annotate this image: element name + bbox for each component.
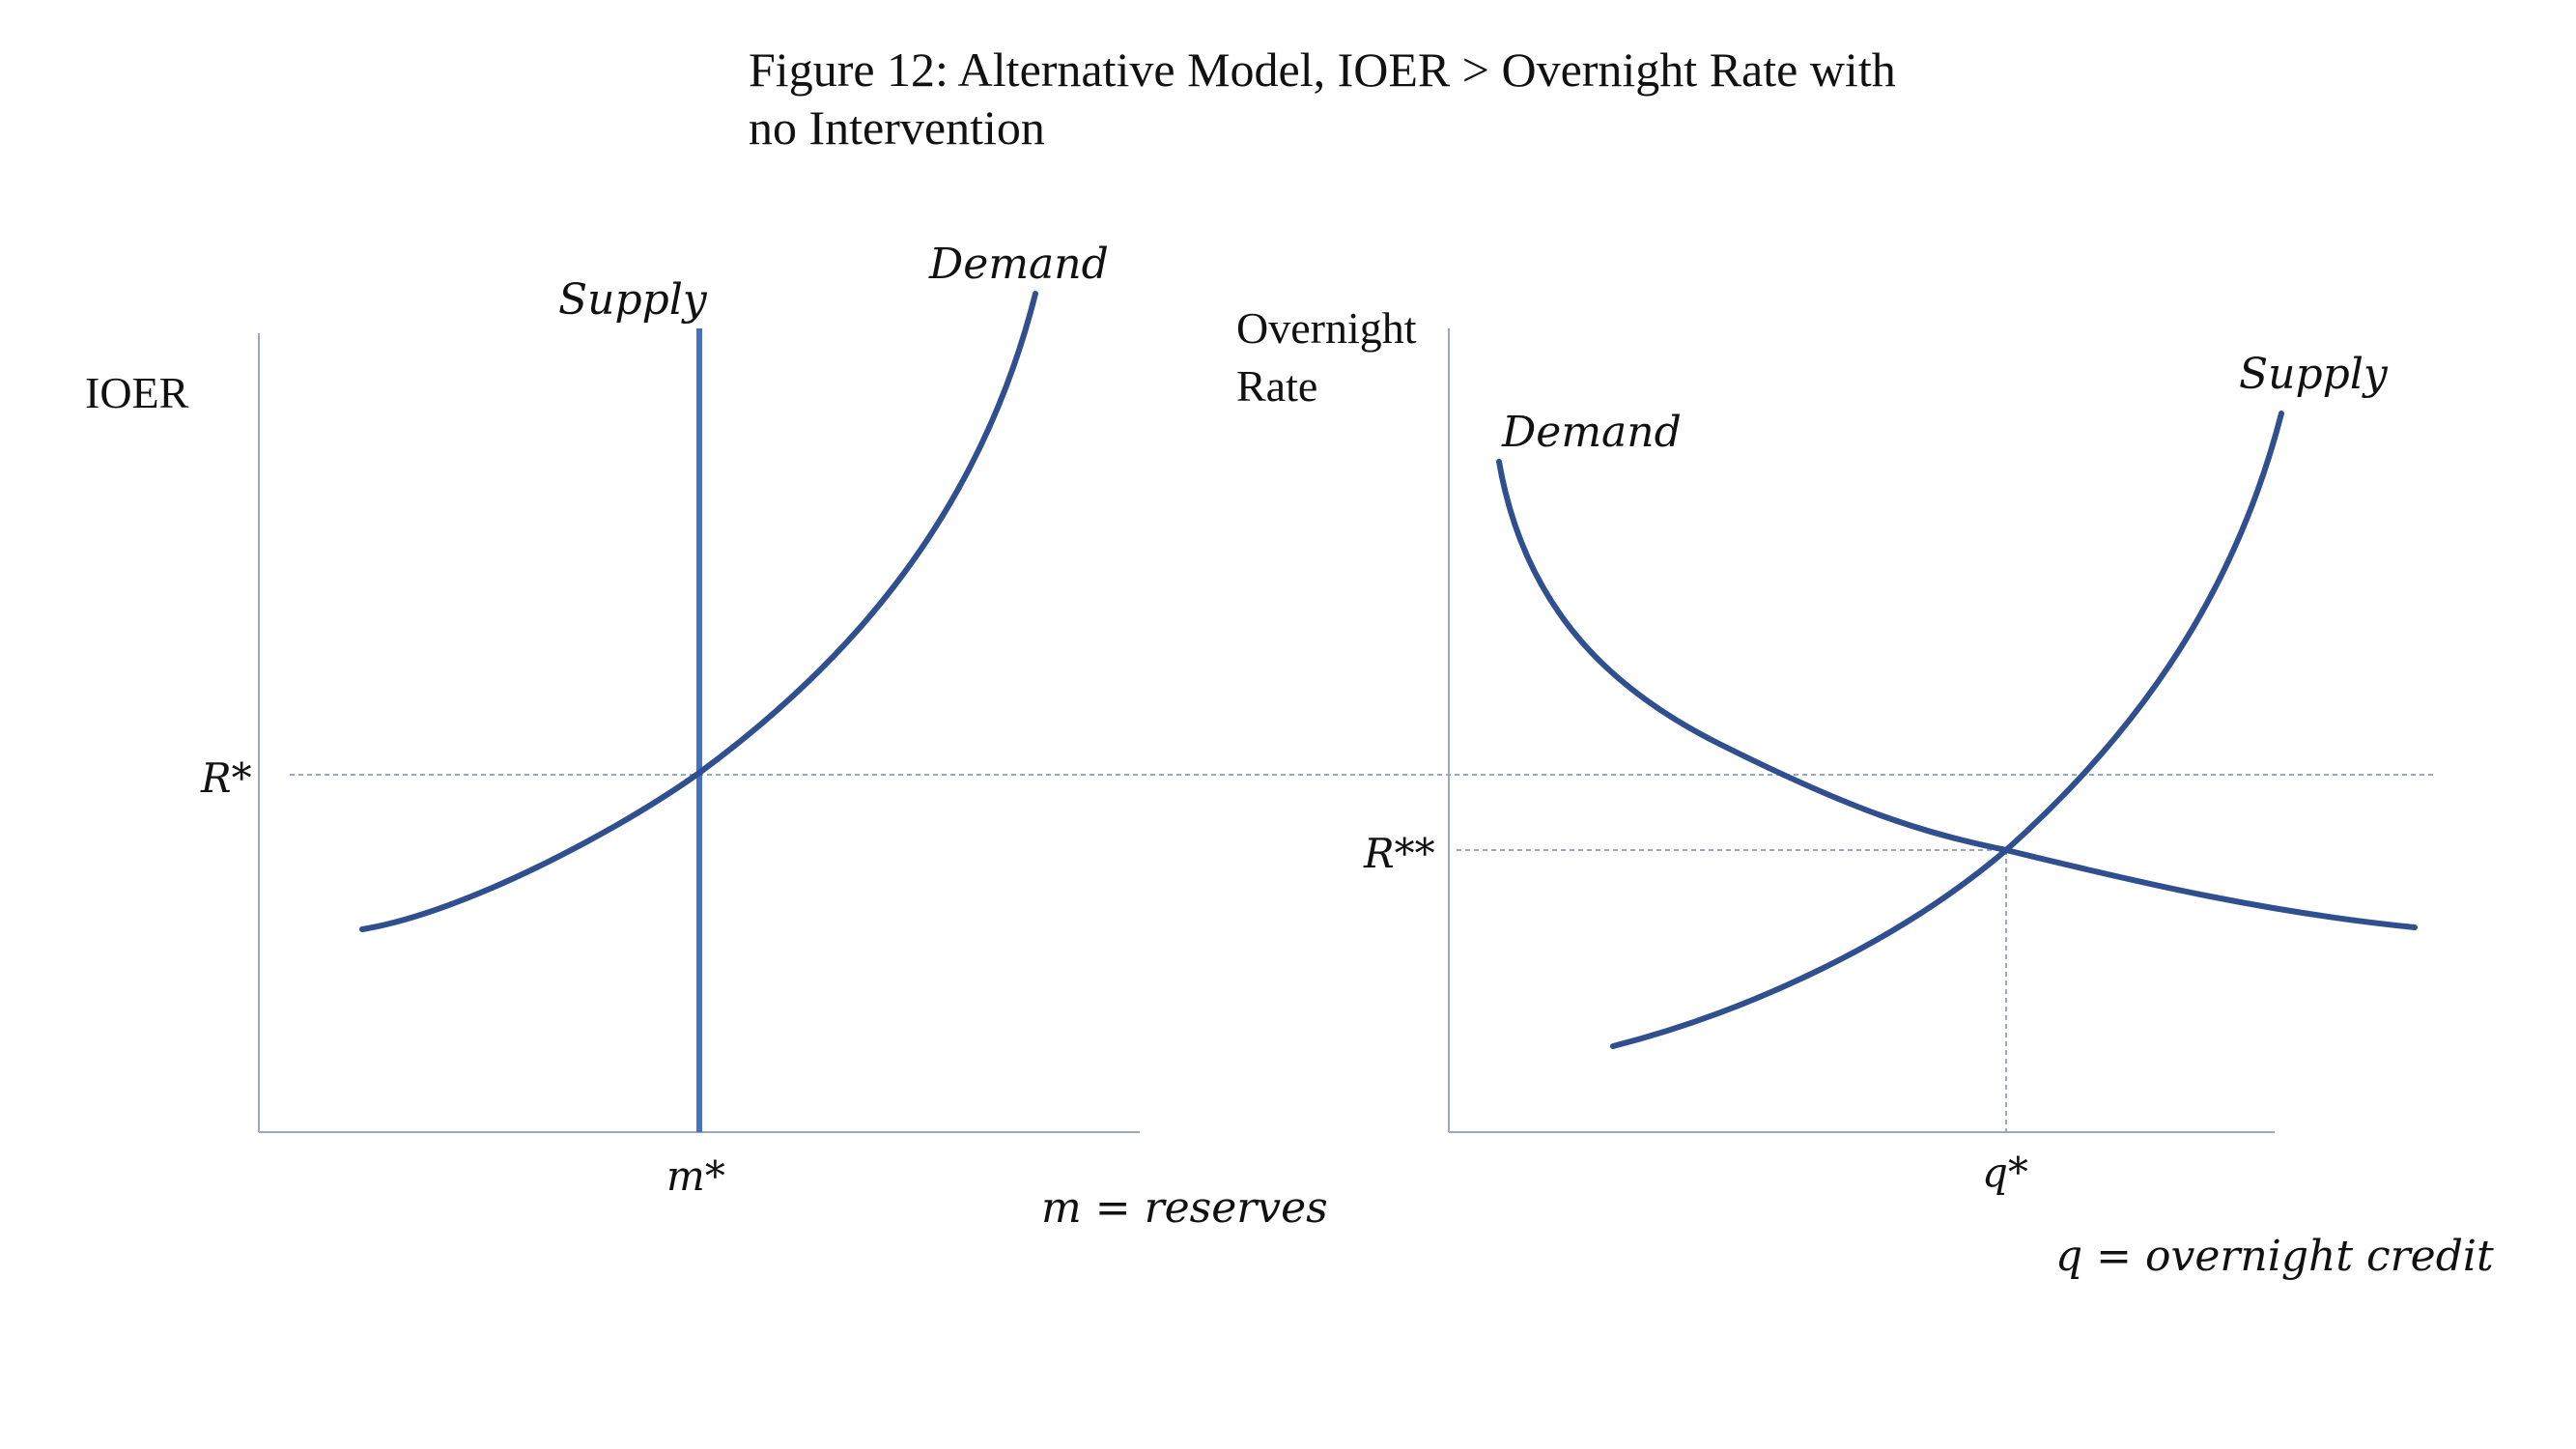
- left-panel: IOER Supply Demand R* m* m = reserves: [85, 240, 2434, 1233]
- figure-title: Figure 12: Alternative Model, IOER > Ove…: [749, 41, 2004, 156]
- q-star-tick-label: q*: [1982, 1149, 2028, 1196]
- left-supply-label: Supply: [558, 275, 708, 325]
- r-double-star-label: R**: [1363, 830, 1435, 877]
- m-star-tick-label: m*: [666, 1152, 725, 1200]
- left-demand-label: Demand: [928, 240, 1109, 289]
- figure-title-line-2: no Intervention: [749, 100, 1045, 155]
- right-y-axis-label-line-1: Overnight: [1236, 303, 1417, 353]
- left-demand-curve: [359, 291, 1038, 932]
- right-demand-curve: [1496, 459, 2418, 930]
- right-panel: Overnight Rate Demand Supply R** q* q = …: [1236, 303, 2494, 1281]
- right-demand-label: Demand: [1501, 408, 1682, 457]
- r-star-label: R*: [200, 754, 252, 802]
- right-supply-label: Supply: [2239, 350, 2389, 399]
- right-y-axis-label-line-2: Rate: [1236, 361, 1317, 411]
- right-x-axis-label: q = overnight credit: [2055, 1232, 2494, 1281]
- right-supply-curve: [1610, 411, 2284, 1049]
- figure-title-line-1: Figure 12: Alternative Model, IOER > Ove…: [749, 43, 1896, 97]
- left-x-axis-label: m = reserves: [1041, 1183, 1328, 1233]
- left-y-axis-label: IOER: [85, 368, 189, 417]
